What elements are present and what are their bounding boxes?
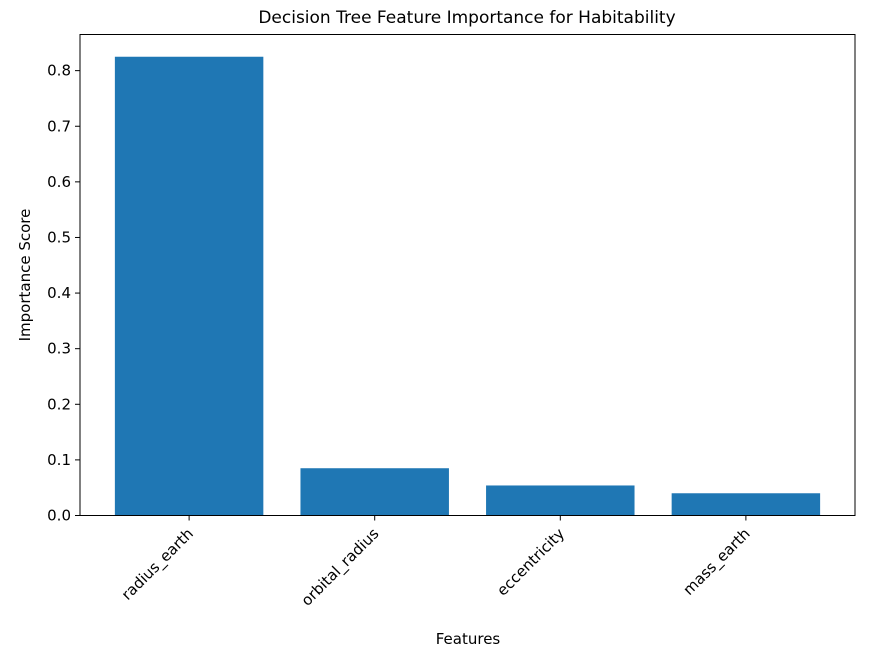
y-tick-label: 0.1 bbox=[47, 451, 71, 469]
y-tick-label: 0.4 bbox=[47, 284, 71, 302]
y-tick-label: 0.2 bbox=[47, 395, 71, 413]
y-tick-label: 0.6 bbox=[47, 173, 71, 191]
y-axis-label: Importance Score bbox=[16, 209, 34, 342]
plot-frame bbox=[79, 34, 856, 516]
y-tick-label: 0.7 bbox=[47, 117, 71, 135]
bars-group bbox=[114, 56, 821, 516]
bar-radius-earth bbox=[114, 56, 264, 516]
bar-orbital-radius bbox=[300, 468, 449, 516]
bar-mass-earth bbox=[671, 493, 821, 516]
y-tick-label: 0.0 bbox=[47, 507, 71, 525]
y-tick-label: 0.5 bbox=[47, 228, 71, 246]
chart-title: Decision Tree Feature Importance for Hab… bbox=[258, 8, 675, 28]
bar-eccentricity bbox=[486, 485, 635, 516]
x-axis-label: Features bbox=[436, 630, 501, 648]
y-tick-label: 0.8 bbox=[47, 62, 71, 80]
y-axis-ticks: 0.0 0.1 0.2 0.3 0.4 0.5 0.6 0.7 0.8 bbox=[47, 62, 80, 525]
y-tick-label: 0.3 bbox=[47, 340, 71, 358]
